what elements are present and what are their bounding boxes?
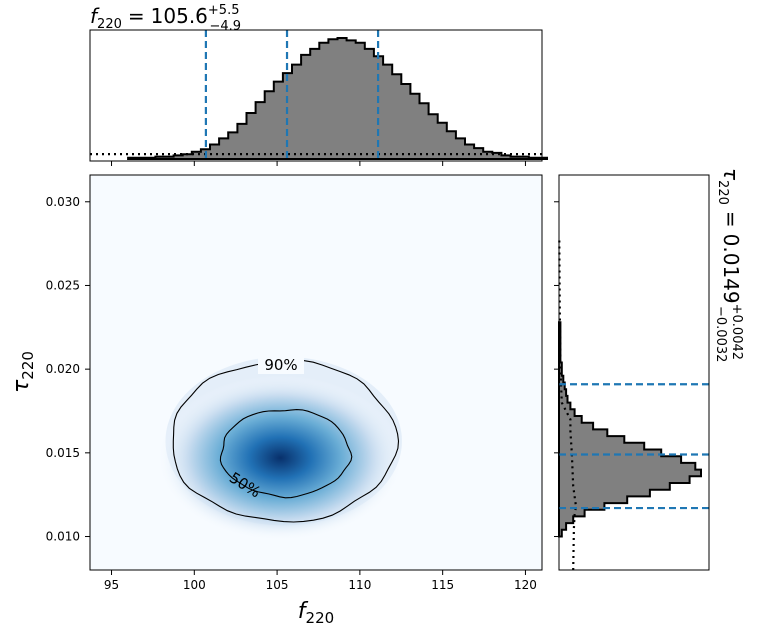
tau220-histogram-panel — [554, 174, 710, 571]
right-panel-frame — [558, 174, 710, 571]
main-x-ticks: 95 100 105 110 115 120 — [104, 570, 537, 592]
tau220-quantile-lines — [559, 383, 709, 510]
contour-50 — [219, 409, 353, 499]
x-tick-label: 110 — [348, 578, 371, 592]
tau220-histogram — [558, 321, 702, 538]
density-core — [157, 375, 404, 541]
x-tick-label: 95 — [104, 578, 119, 592]
x-tick-label: 120 — [514, 578, 537, 592]
top-title: f220 = 105.6+5.5 −4.9 — [90, 3, 241, 34]
tau220-prior-line — [558, 240, 578, 571]
y-tick-label: 0.025 — [46, 278, 80, 292]
f220-histogram-panel — [89, 29, 548, 166]
x-axis-label: f220 — [298, 599, 334, 627]
main-panel-frame — [89, 174, 543, 571]
y-tick-label: 0.030 — [46, 195, 80, 209]
main-y-ticks: 0.010 0.015 0.020 0.025 0.030 — [46, 195, 90, 544]
y-tick-label: 0.010 — [46, 530, 80, 544]
f220-histogram — [127, 37, 548, 160]
joint-density-panel: 90% 50% 95 100 105 110 115 120 0.0100.0150.02… — [46, 174, 543, 592]
x-tick-label: 115 — [431, 578, 454, 592]
y-tick-label: 0.015 — [46, 446, 80, 460]
contour-90-label-bg — [258, 354, 304, 374]
y-axis-label: τ220 — [9, 351, 37, 393]
y-tick-label: 0.020 — [46, 362, 80, 376]
contour-label-90: 90% — [264, 356, 297, 374]
right-title: τ220=0.0149+0.0042−0.0032 — [713, 168, 744, 362]
right-y-ticks — [554, 201, 559, 538]
top-panel-frame — [89, 29, 543, 162]
top-x-ticks — [111, 161, 526, 166]
svg-text:τ220=0.0149+0.0042−0.0032: τ220=0.0149+0.0042−0.0032 — [713, 168, 744, 362]
svg-text:τ220: τ220 — [9, 351, 37, 393]
x-tick-label: 105 — [266, 578, 289, 592]
contour-90 — [172, 359, 400, 523]
x-tick-label: 100 — [183, 578, 206, 592]
